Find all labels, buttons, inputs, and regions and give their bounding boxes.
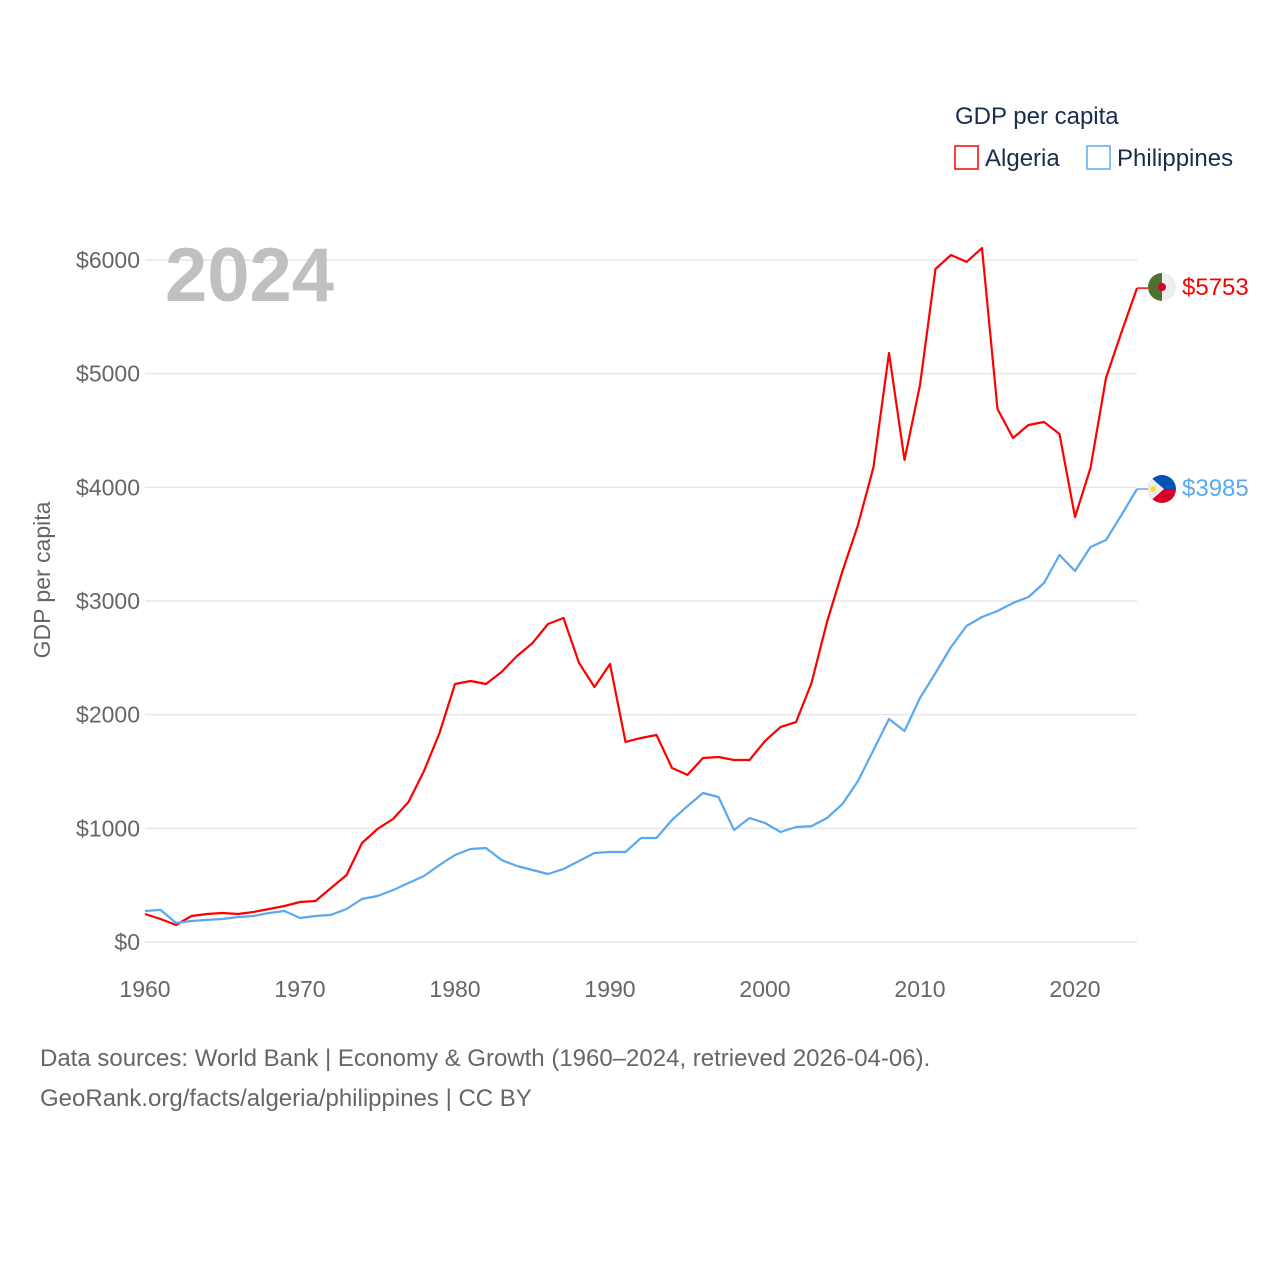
y-tick-label: $5000 bbox=[76, 361, 140, 387]
year-label: 2024 bbox=[165, 233, 334, 318]
y-axis-label: GDP per capita bbox=[29, 501, 55, 658]
footer-attribution: GeoRank.org/facts/algeria/philippines | … bbox=[40, 1085, 532, 1112]
algeria-end-value: $5753 bbox=[1182, 274, 1249, 301]
grid bbox=[145, 259, 1137, 943]
legend-label-philippines: Philippines bbox=[1117, 145, 1233, 172]
legend-title: GDP per capita bbox=[955, 103, 1119, 130]
legend-item-algeria[interactable]: Algeria bbox=[954, 145, 1060, 172]
legend-label-algeria: Algeria bbox=[985, 145, 1060, 172]
y-tick-label: $4000 bbox=[76, 474, 140, 500]
series-end-markers: $5753 $3985 bbox=[1148, 273, 1249, 503]
algeria-flag-icon bbox=[1148, 273, 1176, 301]
y-tick-label: $2000 bbox=[76, 702, 140, 728]
x-tick-label: 1960 bbox=[119, 976, 170, 1002]
series-line-philippines bbox=[144, 488, 1138, 925]
x-tick-label: 2010 bbox=[894, 976, 945, 1002]
philippines-flag-icon bbox=[1148, 475, 1176, 503]
series-lines bbox=[144, 247, 1148, 927]
x-tick-label: 1970 bbox=[274, 976, 325, 1002]
footer-sources: Data sources: World Bank | Economy & Gro… bbox=[40, 1045, 931, 1072]
x-tick-label: 2000 bbox=[739, 976, 790, 1002]
series-line-algeria bbox=[144, 247, 1139, 927]
y-tick-label: $3000 bbox=[76, 588, 140, 614]
y-tick-label: $0 bbox=[114, 929, 140, 955]
y-tick-label: $1000 bbox=[76, 815, 140, 841]
x-tick-label: 1990 bbox=[584, 976, 635, 1002]
legend-swatch-algeria bbox=[954, 145, 979, 170]
legend: GDP per capita Algeria Philippines bbox=[954, 103, 1233, 172]
x-tick-label: 1980 bbox=[429, 976, 480, 1002]
x-tick-label: 2020 bbox=[1049, 976, 1100, 1002]
legend-item-philippines[interactable]: Philippines bbox=[1086, 145, 1233, 172]
x-axis: 1960 1970 1980 1990 2000 2010 2020 bbox=[119, 976, 1100, 1002]
y-axis: $0 $1000 $2000 $3000 $4000 $5000 $6000 bbox=[76, 247, 140, 955]
y-tick-label: $6000 bbox=[76, 247, 140, 273]
philippines-end-value: $3985 bbox=[1182, 475, 1249, 502]
legend-swatch-philippines bbox=[1086, 145, 1111, 170]
